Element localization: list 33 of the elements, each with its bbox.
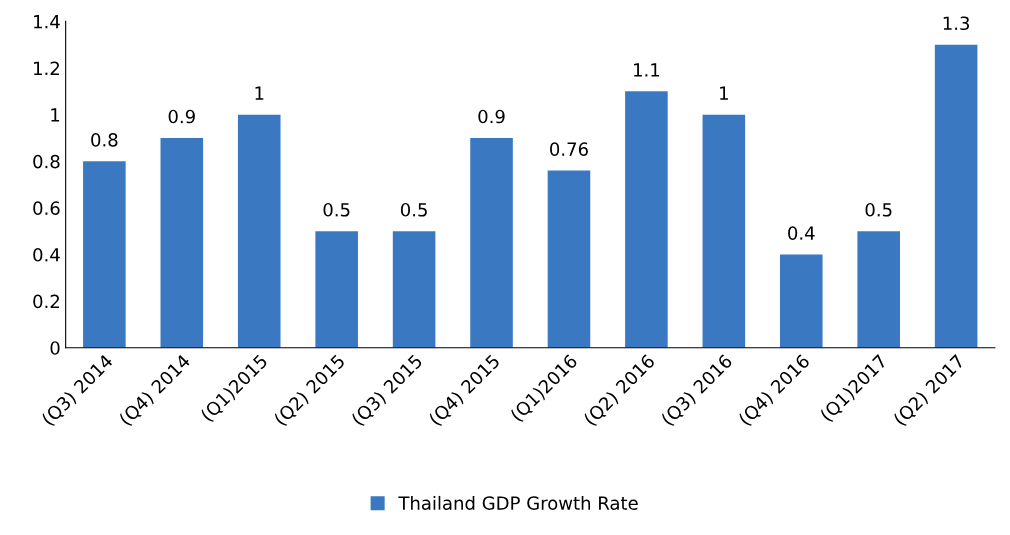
y-tick-label: 0.8: [33, 154, 60, 169]
bar: [83, 161, 126, 348]
data-label: 0.76: [550, 142, 588, 156]
bar: [779, 254, 823, 348]
legend-label: Thailand GDP Growth Rate: [398, 495, 638, 510]
bar: [857, 231, 900, 348]
bar: [160, 137, 204, 348]
data-label: 1.3: [943, 16, 970, 31]
data-label: 0.5: [323, 202, 350, 217]
data-label: 0.5: [865, 202, 892, 217]
bar: [702, 114, 746, 348]
y-tick-label: 0: [50, 341, 60, 355]
bar: [625, 91, 668, 348]
y-tick-label: 0.4: [33, 247, 60, 262]
data-label: 0.9: [478, 109, 505, 124]
data-label: 1: [255, 86, 264, 100]
bar: [392, 231, 436, 348]
bar: [934, 44, 978, 348]
data-label: 1.1: [634, 63, 660, 77]
data-label: 0.8: [91, 133, 118, 147]
data-label: 0.9: [168, 109, 195, 124]
data-label: 1: [720, 86, 728, 100]
data-label: 0.4: [788, 226, 815, 240]
y-tick-label: 0.6: [33, 201, 60, 215]
y-tick-label: 1.4: [34, 15, 60, 29]
y-tick-label: 0.2: [33, 294, 59, 309]
data-label: 0.5: [400, 202, 427, 217]
bar: [237, 114, 281, 348]
bar: [547, 170, 591, 348]
y-tick-label: 1.2: [34, 61, 59, 75]
y-tick-label: 1: [51, 108, 60, 122]
bar: [470, 137, 513, 348]
bar: [315, 231, 358, 348]
